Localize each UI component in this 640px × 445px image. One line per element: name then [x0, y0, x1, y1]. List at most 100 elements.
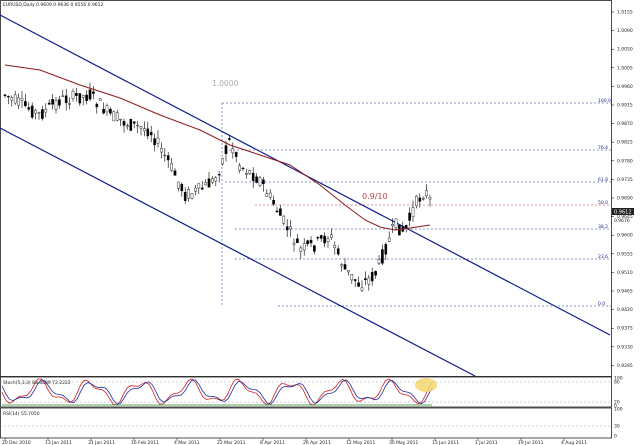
- candle-body[interactable]: [398, 225, 401, 236]
- candle-body[interactable]: [85, 94, 88, 101]
- candle-body[interactable]: [408, 212, 411, 221]
- candle-body[interactable]: [30, 105, 34, 118]
- candle-body[interactable]: [316, 237, 320, 239]
- candle-body[interactable]: [153, 138, 156, 146]
- candle-body[interactable]: [353, 279, 357, 282]
- candle-body[interactable]: [272, 199, 275, 205]
- price-channel[interactable]: [0, 14, 611, 377]
- candle-body[interactable]: [411, 207, 415, 217]
- candle-body[interactable]: [364, 278, 367, 281]
- candle-body[interactable]: [156, 137, 160, 144]
- candle-body[interactable]: [211, 178, 214, 183]
- candle-body[interactable]: [163, 154, 167, 157]
- candle-body[interactable]: [248, 170, 252, 175]
- candle-body[interactable]: [292, 242, 296, 245]
- candle-body[interactable]: [421, 198, 425, 200]
- candle-body[interactable]: [44, 109, 48, 113]
- candle-body[interactable]: [146, 128, 150, 137]
- candle-body[interactable]: [319, 235, 323, 239]
- candle-body[interactable]: [170, 163, 173, 171]
- candle-body[interactable]: [377, 259, 381, 264]
- candle-body[interactable]: [37, 112, 41, 114]
- candle-body[interactable]: [323, 235, 326, 244]
- candle-body[interactable]: [51, 99, 54, 105]
- candle-body[interactable]: [194, 187, 197, 192]
- candle-body[interactable]: [24, 101, 27, 107]
- candle-body[interactable]: [384, 244, 388, 255]
- candle-body[interactable]: [387, 237, 391, 242]
- candle-body[interactable]: [183, 192, 187, 201]
- candle-body[interactable]: [370, 272, 374, 282]
- candle-body[interactable]: [231, 148, 235, 154]
- candle-body[interactable]: [251, 172, 255, 182]
- candle-body[interactable]: [61, 95, 65, 97]
- candle-body[interactable]: [381, 249, 384, 264]
- candle-body[interactable]: [265, 193, 269, 197]
- candle-body[interactable]: [238, 165, 241, 171]
- candle-body[interactable]: [336, 248, 340, 255]
- candle-body[interactable]: [224, 145, 228, 155]
- candle-body[interactable]: [221, 158, 224, 165]
- candle-body[interactable]: [112, 111, 116, 122]
- candlesticks[interactable]: [3, 82, 432, 293]
- channel-lower-line[interactable]: [0, 127, 476, 377]
- candle-body[interactable]: [228, 138, 231, 140]
- candle-body[interactable]: [347, 270, 350, 273]
- candle-body[interactable]: [136, 124, 139, 127]
- candle-body[interactable]: [418, 197, 422, 202]
- candle-body[interactable]: [187, 189, 190, 199]
- candle-body[interactable]: [367, 277, 371, 285]
- candle-body[interactable]: [207, 178, 211, 188]
- moving-average-line[interactable]: [4, 64, 431, 231]
- candle-body[interactable]: [177, 181, 180, 189]
- candle-body[interactable]: [262, 179, 265, 185]
- candle-body[interactable]: [360, 287, 364, 291]
- candle-body[interactable]: [214, 177, 218, 182]
- candle-body[interactable]: [17, 97, 20, 106]
- candle-body[interactable]: [394, 218, 398, 229]
- candle-body[interactable]: [105, 105, 109, 113]
- candle-body[interactable]: [7, 95, 10, 98]
- stoch-main-line[interactable]: [1, 378, 433, 406]
- candle-body[interactable]: [200, 187, 204, 190]
- candle-body[interactable]: [204, 182, 207, 186]
- candle-body[interactable]: [330, 234, 333, 238]
- candle-body[interactable]: [71, 90, 75, 99]
- candle-body[interactable]: [20, 98, 24, 101]
- candle-body[interactable]: [296, 238, 299, 243]
- candle-body[interactable]: [255, 176, 258, 183]
- candle-body[interactable]: [217, 174, 221, 176]
- candle-body[interactable]: [10, 97, 14, 101]
- candle-body[interactable]: [92, 91, 95, 94]
- candle-body[interactable]: [415, 195, 418, 206]
- candle-body[interactable]: [268, 192, 272, 198]
- candle-body[interactable]: [13, 94, 17, 104]
- candle-body[interactable]: [166, 155, 170, 161]
- candle-body[interactable]: [289, 226, 292, 230]
- candle-body[interactable]: [391, 223, 394, 227]
- candle-body[interactable]: [3, 94, 7, 97]
- candle-body[interactable]: [102, 108, 105, 114]
- candle-body[interactable]: [282, 215, 286, 224]
- candle-body[interactable]: [279, 208, 282, 216]
- candle-body[interactable]: [350, 274, 354, 281]
- candle-body[interactable]: [115, 112, 119, 121]
- candle-body[interactable]: [309, 239, 313, 244]
- candle-body[interactable]: [54, 100, 58, 110]
- candle-body[interactable]: [306, 240, 309, 245]
- stoch-signal-line[interactable]: [1, 379, 433, 405]
- candle-body[interactable]: [78, 93, 82, 104]
- candle-body[interactable]: [285, 226, 289, 231]
- candle-body[interactable]: [126, 125, 129, 127]
- candle-body[interactable]: [160, 148, 163, 153]
- candle-body[interactable]: [180, 183, 184, 192]
- candle-body[interactable]: [374, 271, 377, 276]
- candle-body[interactable]: [34, 109, 37, 114]
- candle-body[interactable]: [357, 282, 360, 287]
- candle-body[interactable]: [41, 109, 44, 119]
- candle-body[interactable]: [313, 245, 316, 252]
- candle-body[interactable]: [98, 98, 102, 101]
- candle-body[interactable]: [122, 121, 126, 126]
- candle-body[interactable]: [340, 264, 343, 267]
